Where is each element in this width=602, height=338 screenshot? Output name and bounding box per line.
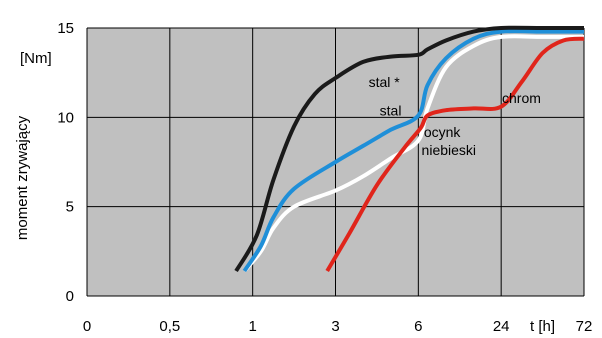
x-tick-label: 1 xyxy=(248,318,256,335)
y-tick-label: 0 xyxy=(66,288,74,305)
annotation-stal: stal xyxy=(380,103,402,119)
series-layer xyxy=(234,25,585,273)
y-unit-label: [Nm] xyxy=(20,50,52,67)
y-tick-label: 10 xyxy=(57,109,74,126)
x-tick-label: 6 xyxy=(414,318,422,335)
annotation-niebieski: niebieski xyxy=(422,142,476,158)
annotation-chrom: chrom xyxy=(502,90,541,106)
annotations: stal * stal ocynk niebieski chrom xyxy=(369,74,541,158)
annotation-ocynk: ocynk xyxy=(424,124,462,140)
series-line-stal xyxy=(242,29,584,273)
x-axis-label: t [h] xyxy=(530,318,555,335)
series-line-stal xyxy=(234,25,584,273)
y-tick-labels: 0 5 10 15 xyxy=(57,20,74,305)
x-tick-label: 0 xyxy=(83,318,91,335)
x-tick-label: 3 xyxy=(331,318,339,335)
x-tick-labels: 0 0,5 1 3 6 24 72 xyxy=(83,318,593,335)
x-tick-label: 72 xyxy=(576,318,593,335)
series-line-ocynk-niebieski xyxy=(242,34,584,273)
series-line-chrom xyxy=(325,36,585,273)
y-axis-label: moment zrywający xyxy=(14,115,31,240)
y-tick-label: 5 xyxy=(66,199,74,216)
annotation-stal-star: stal * xyxy=(369,74,401,90)
x-tick-label: 24 xyxy=(493,318,510,335)
x-tick-label: 0,5 xyxy=(159,318,180,335)
y-tick-label: 15 xyxy=(57,20,74,37)
